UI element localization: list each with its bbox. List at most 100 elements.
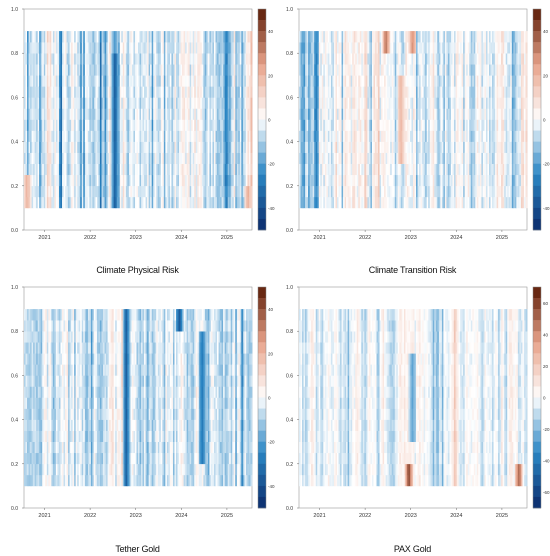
heatmap-cell xyxy=(30,375,32,387)
heatmap-cell xyxy=(479,141,482,153)
heatmap-cell xyxy=(217,130,219,142)
heatmap-cell xyxy=(522,130,525,142)
heatmap-cell xyxy=(54,185,57,198)
heatmap-cell xyxy=(299,163,301,176)
heatmap-cell xyxy=(371,185,374,198)
heatmap-cell xyxy=(344,86,347,98)
heatmap-cell xyxy=(435,75,438,87)
heatmap-cell xyxy=(68,130,70,142)
heatmap-cell xyxy=(25,430,28,442)
heatmap-cell xyxy=(194,196,197,209)
heatmap-cell xyxy=(245,152,248,164)
heatmap-cell xyxy=(347,86,350,98)
heatmap-cell xyxy=(447,163,450,176)
heatmap-cell xyxy=(93,130,96,142)
heatmap-cell xyxy=(318,53,321,65)
heatmap-cell xyxy=(344,174,347,187)
heatmap-cell xyxy=(63,64,66,76)
heatmap-cell xyxy=(403,163,406,176)
heatmap-cell xyxy=(248,97,251,109)
heatmap-cell xyxy=(496,141,499,153)
heatmap-cell xyxy=(60,53,63,65)
heatmap-cell xyxy=(359,31,362,43)
heatmap-cell xyxy=(470,64,473,76)
heatmap-cell xyxy=(31,419,34,431)
heatmap-cell xyxy=(338,185,341,198)
heatmap-cell xyxy=(214,119,216,131)
heatmap-cell xyxy=(95,75,98,87)
heatmap-cell xyxy=(344,163,347,176)
heatmap-cell xyxy=(308,130,311,142)
heatmap-cell xyxy=(214,174,216,187)
heatmap-cell xyxy=(96,31,99,43)
heatmap-cell xyxy=(221,75,224,87)
heatmap-cell xyxy=(83,53,86,65)
heatmap-cell xyxy=(27,375,29,387)
heatmap-cell xyxy=(112,141,115,153)
heatmap-cell xyxy=(163,53,166,65)
heatmap-cell xyxy=(96,185,99,198)
heatmap-cell xyxy=(107,130,110,142)
heatmap-cell xyxy=(416,75,418,87)
heatmap-cell xyxy=(200,163,203,176)
heatmap-cell xyxy=(87,42,90,54)
heatmap-cell xyxy=(103,119,105,131)
heatmap-cell xyxy=(27,331,29,343)
heatmap-cell xyxy=(229,108,232,120)
heatmap-cell xyxy=(382,53,385,65)
heatmap-cell xyxy=(230,141,233,153)
heatmap-cell xyxy=(400,53,403,65)
heatmap-cell xyxy=(229,174,232,187)
heatmap-cell xyxy=(151,119,154,131)
heatmap-cell xyxy=(63,31,66,43)
heatmap-cell xyxy=(156,130,159,142)
heatmap-cell xyxy=(359,196,362,209)
heatmap-cell xyxy=(502,53,505,65)
heatmap-cell xyxy=(163,185,166,198)
heatmap-cell xyxy=(27,386,29,398)
heatmap-cell xyxy=(299,108,301,120)
heatmap-cell xyxy=(378,97,380,109)
heatmap-cell xyxy=(375,119,377,131)
heatmap-cell xyxy=(27,141,29,153)
colorbar-swatch xyxy=(258,97,266,109)
heatmap-cell xyxy=(153,97,156,109)
heatmap-cell xyxy=(478,163,481,176)
heatmap-cell xyxy=(308,163,311,176)
heatmap-cell xyxy=(376,152,379,164)
heatmap-cell xyxy=(197,152,200,164)
heatmap-cell xyxy=(408,152,411,164)
heatmap-cell xyxy=(110,64,113,76)
heatmap-cell xyxy=(46,31,49,43)
heatmap-cell xyxy=(236,75,239,87)
heatmap-cell xyxy=(460,163,463,176)
heatmap-cell xyxy=(96,141,99,153)
heatmap-cell xyxy=(209,86,212,98)
heatmap-cell xyxy=(368,42,371,54)
heatmap-cell xyxy=(443,174,446,187)
heatmap-cell xyxy=(104,141,107,153)
heatmap-cell xyxy=(96,42,99,54)
heatmap-cell xyxy=(317,64,320,76)
heatmap-cell xyxy=(33,53,36,65)
heatmap-cell xyxy=(408,196,411,209)
heatmap-cell xyxy=(337,64,339,76)
heatmap-cell xyxy=(508,185,511,198)
heatmap-cell xyxy=(112,108,115,120)
heatmap-cell xyxy=(495,185,497,198)
heatmap-cell xyxy=(186,119,189,131)
heatmap-cell xyxy=(516,119,519,131)
heatmap-cell xyxy=(419,196,421,209)
heatmap-cell xyxy=(124,31,127,43)
heatmap-cell xyxy=(189,196,192,209)
heatmap-cell xyxy=(188,196,191,209)
heatmap-cell xyxy=(139,185,142,198)
heatmap-cell xyxy=(303,163,306,176)
heatmap-cell xyxy=(347,152,350,164)
heatmap-cell xyxy=(66,141,69,153)
heatmap-cell xyxy=(210,86,213,98)
heatmap-cell xyxy=(443,185,446,198)
heatmap-cell xyxy=(485,196,488,209)
heatmap-cell xyxy=(183,64,186,76)
